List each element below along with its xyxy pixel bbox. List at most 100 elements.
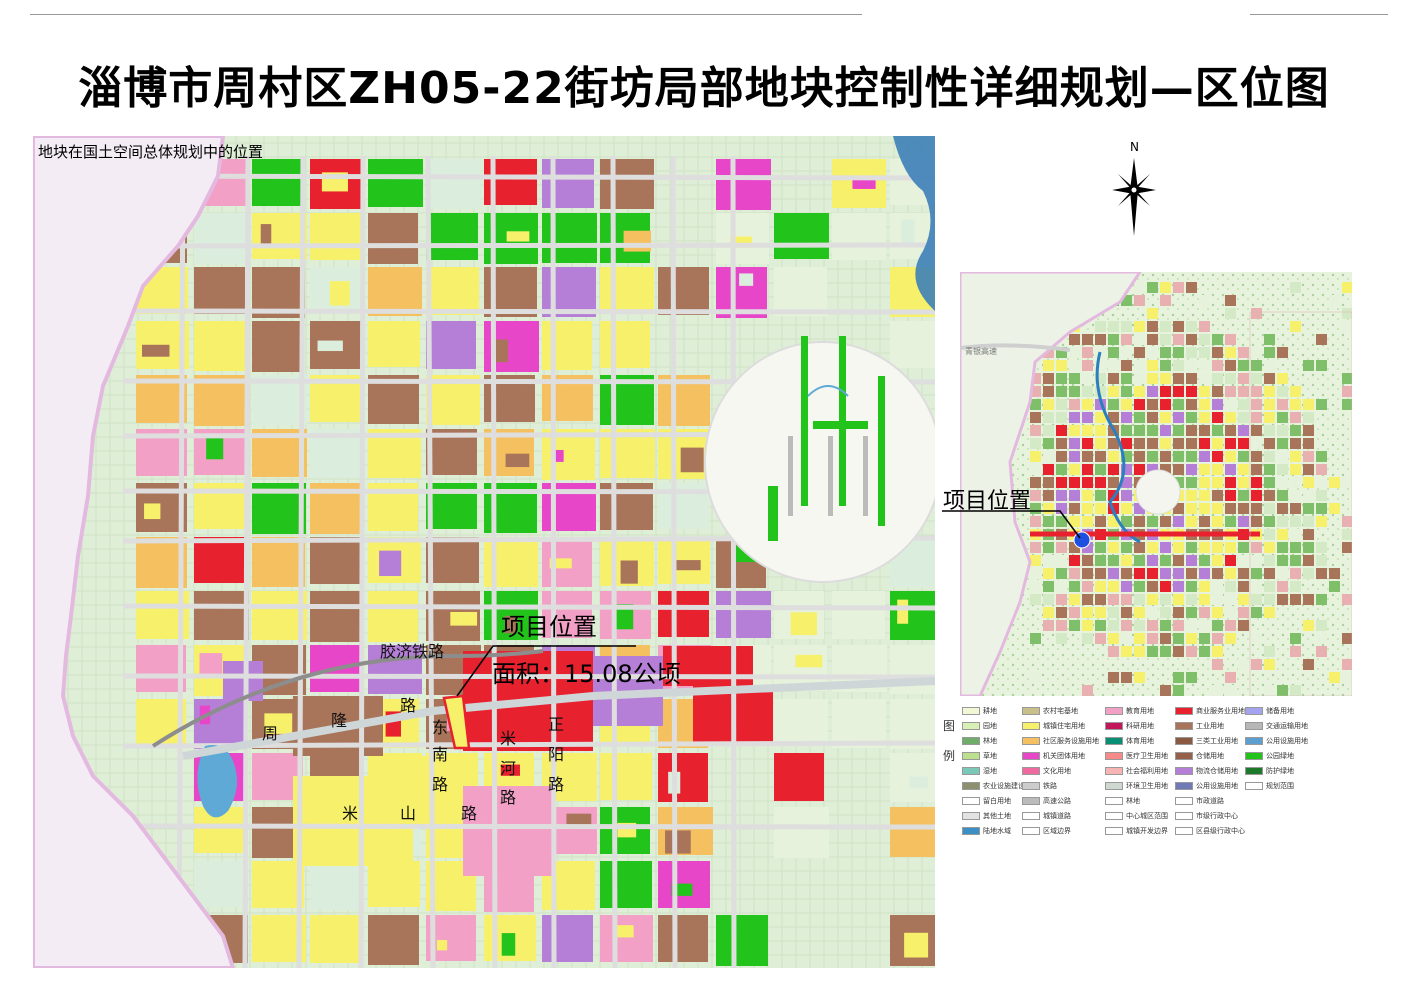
overview-parcel xyxy=(1277,555,1288,566)
land-sub-parcel xyxy=(665,830,691,854)
overview-parcel xyxy=(1121,399,1132,410)
legend-item: 公园绿地 xyxy=(1245,750,1294,761)
overview-parcel xyxy=(1108,334,1119,345)
zhoulong-road-line xyxy=(182,677,935,760)
overview-parcel xyxy=(1069,464,1080,475)
overview-parcel xyxy=(1186,516,1197,527)
land-sub-parcel xyxy=(897,599,909,624)
legend-label: 体育用地 xyxy=(1126,736,1154,745)
overview-parcel xyxy=(1264,451,1275,462)
overview-parcel xyxy=(1199,516,1210,527)
river-top-right xyxy=(893,136,935,311)
land-sub-parcel xyxy=(445,382,464,405)
overview-parcel xyxy=(1173,360,1184,371)
overview-parcel xyxy=(1160,646,1171,657)
overview-parcel xyxy=(1043,607,1054,618)
overview-parcel xyxy=(1225,516,1236,527)
overview-parcel xyxy=(1186,646,1197,657)
overview-parcel xyxy=(1160,334,1171,345)
overview-parcel xyxy=(1199,399,1210,410)
overview-parcel xyxy=(1095,581,1106,592)
overview-parcel xyxy=(1277,503,1288,514)
land-parcel xyxy=(252,537,305,587)
overview-parcel xyxy=(1069,568,1080,579)
overview-parcel xyxy=(1316,399,1327,410)
overview-parcel xyxy=(1160,542,1171,553)
overview-parcel xyxy=(1069,425,1080,436)
land-parcel xyxy=(194,861,246,907)
overview-parcel xyxy=(1160,633,1171,644)
land-parcel xyxy=(774,807,829,858)
land-sub-parcel xyxy=(504,615,517,634)
legend-item: 中心城区范围 xyxy=(1105,810,1168,821)
overview-parcel xyxy=(1108,477,1119,488)
legend-swatch xyxy=(962,781,980,790)
overview-parcel xyxy=(1082,685,1093,696)
overview-parcel xyxy=(1212,477,1223,488)
overview-parcel xyxy=(1173,620,1184,631)
legend-item: 城镇道路 xyxy=(1022,810,1071,821)
overview-parcel xyxy=(1056,412,1067,423)
road-label-jiaoji: 胶济铁路 xyxy=(380,642,445,661)
overview-parcel xyxy=(1238,620,1249,631)
overview-parcel xyxy=(1225,438,1236,449)
overview-parcel xyxy=(1147,594,1158,605)
land-parcel xyxy=(310,213,362,260)
overview-parcel xyxy=(1030,516,1041,527)
overview-parcel xyxy=(1069,477,1080,488)
legend-label: 市政道路 xyxy=(1196,796,1224,805)
overview-parcel xyxy=(1134,425,1145,436)
overview-parcel xyxy=(1147,542,1158,553)
overview-parcel xyxy=(1186,386,1197,397)
overview-river xyxy=(1095,351,1141,544)
overview-parcel xyxy=(1329,295,1340,306)
overview-parcel xyxy=(1043,360,1054,371)
overview-parcel xyxy=(1238,399,1249,410)
overview-parcel xyxy=(1199,594,1210,605)
legend-item: 陆地水域 xyxy=(962,825,1011,836)
overview-parcel xyxy=(1199,620,1210,631)
overview-parcel xyxy=(1251,451,1262,462)
overview-parcel xyxy=(1251,490,1262,501)
main-map[interactable] xyxy=(33,136,935,968)
land-sub-parcel xyxy=(673,560,701,571)
overview-parcel xyxy=(1342,373,1352,384)
land-parcel xyxy=(194,537,246,583)
overview-parcel xyxy=(1147,412,1158,423)
street-vertical xyxy=(358,155,366,968)
overview-parcel xyxy=(1199,503,1210,514)
overview-parcel xyxy=(1069,542,1080,553)
overview-parcel xyxy=(1069,347,1080,358)
overview-parcel xyxy=(1056,516,1067,527)
legend-swatch xyxy=(1105,706,1123,715)
legend-label: 社区服务设施用地 xyxy=(1043,736,1099,745)
overview-parcel xyxy=(1043,490,1054,501)
land-parcel xyxy=(136,645,186,692)
legend-swatch xyxy=(1022,721,1040,730)
legend-label: 园地 xyxy=(983,721,997,730)
project-area-label: 面积：15.08公顷 xyxy=(492,660,681,688)
overview-parcel xyxy=(1303,425,1314,436)
road-label-zhoulong-2: 隆 xyxy=(331,711,348,730)
overview-parcel xyxy=(1095,568,1106,579)
overview-map[interactable] xyxy=(960,272,1352,696)
land-sub-parcel xyxy=(551,449,564,462)
overview-parcel xyxy=(1316,334,1327,345)
overview-parcel xyxy=(1251,464,1262,475)
legend-item: 区县级行政中心 xyxy=(1175,825,1245,836)
overview-parcel xyxy=(1186,334,1197,345)
overview-parcel xyxy=(1290,529,1301,540)
legend-swatch xyxy=(962,751,980,760)
overview-parcel xyxy=(1134,672,1145,683)
legend-item: 教育用地 xyxy=(1105,705,1154,716)
overview-parcel xyxy=(1069,490,1080,501)
overview-parcel xyxy=(1264,399,1275,410)
overview-parcel xyxy=(1212,373,1223,384)
overview-parcel xyxy=(1277,386,1288,397)
overview-parcel xyxy=(1212,399,1223,410)
overview-parcel xyxy=(1277,516,1288,527)
land-sub-parcel xyxy=(506,231,530,242)
overview-parcel xyxy=(1303,412,1314,423)
overview-parcel xyxy=(1342,529,1352,540)
overview-parcel xyxy=(1199,373,1210,384)
